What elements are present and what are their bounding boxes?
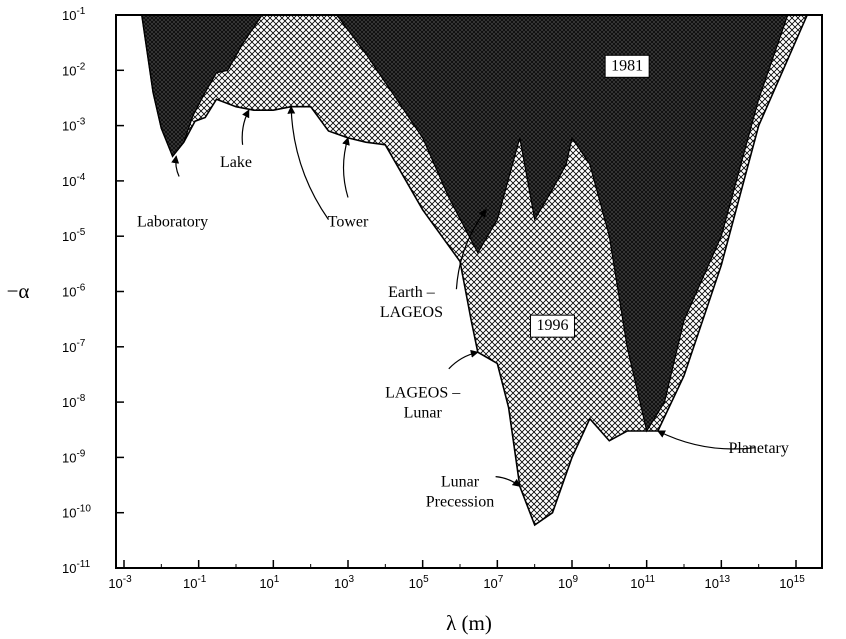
- y-tick-label: 10-3: [62, 117, 86, 134]
- annotation-arrow: [287, 105, 329, 220]
- x-axis-label: λ (m): [446, 611, 492, 635]
- annotation-arrow: [495, 476, 521, 487]
- annotation-label: Precession: [426, 493, 494, 510]
- region-label: 1996: [536, 317, 568, 334]
- annotation-label: LAGEOS: [380, 304, 443, 321]
- annotation-label: Planetary: [728, 440, 788, 457]
- y-tick-label: 10-2: [62, 61, 86, 78]
- annotation-label: Lunar: [404, 405, 443, 422]
- x-tick-label: 107: [483, 574, 503, 591]
- annotation-arrow: [657, 430, 756, 450]
- annotation-arrow: [171, 155, 180, 177]
- x-tick-label: 1015: [779, 574, 805, 591]
- y-axis-label: −α: [7, 279, 30, 303]
- region-label: 1981: [611, 57, 643, 74]
- annotation-label: Tower: [328, 213, 369, 230]
- region-1981: [141, 15, 789, 433]
- annotation-arrow: [342, 136, 350, 198]
- y-tick-label: 10-8: [62, 393, 86, 410]
- region-label-box: [604, 54, 650, 78]
- region-label-box: [529, 314, 575, 338]
- annotation-arrow: [448, 349, 479, 370]
- y-tick-label: 10-4: [62, 172, 86, 189]
- annotation-label: Lunar: [441, 473, 480, 490]
- y-tick-label: 10-6: [62, 283, 86, 300]
- x-tick-label: 1011: [630, 574, 655, 591]
- annotation-label: Earth –: [388, 284, 436, 301]
- y-tick-label: 10-9: [62, 448, 86, 465]
- y-tick-label: 10-11: [62, 559, 91, 576]
- annotation-arrow: [455, 209, 487, 290]
- x-tick-label: 103: [334, 574, 354, 591]
- x-tick-label: 109: [558, 574, 578, 591]
- y-tick-label: 10-10: [62, 504, 91, 521]
- y-tick-label: 10-1: [62, 6, 86, 23]
- x-tick-label: 10-3: [108, 574, 132, 591]
- x-tick-label: 105: [409, 574, 429, 591]
- x-tick-label: 101: [259, 574, 279, 591]
- x-tick-label: 1013: [705, 574, 731, 591]
- annotation-label: Lake: [220, 154, 252, 171]
- y-tick-label: 10-5: [62, 227, 86, 244]
- annotation-arrow: [241, 109, 250, 145]
- y-tick-label: 10-7: [62, 338, 86, 355]
- annotation-label: Laboratory: [137, 213, 208, 230]
- x-tick-label: 10-1: [183, 574, 207, 591]
- annotation-label: LAGEOS –: [385, 385, 461, 402]
